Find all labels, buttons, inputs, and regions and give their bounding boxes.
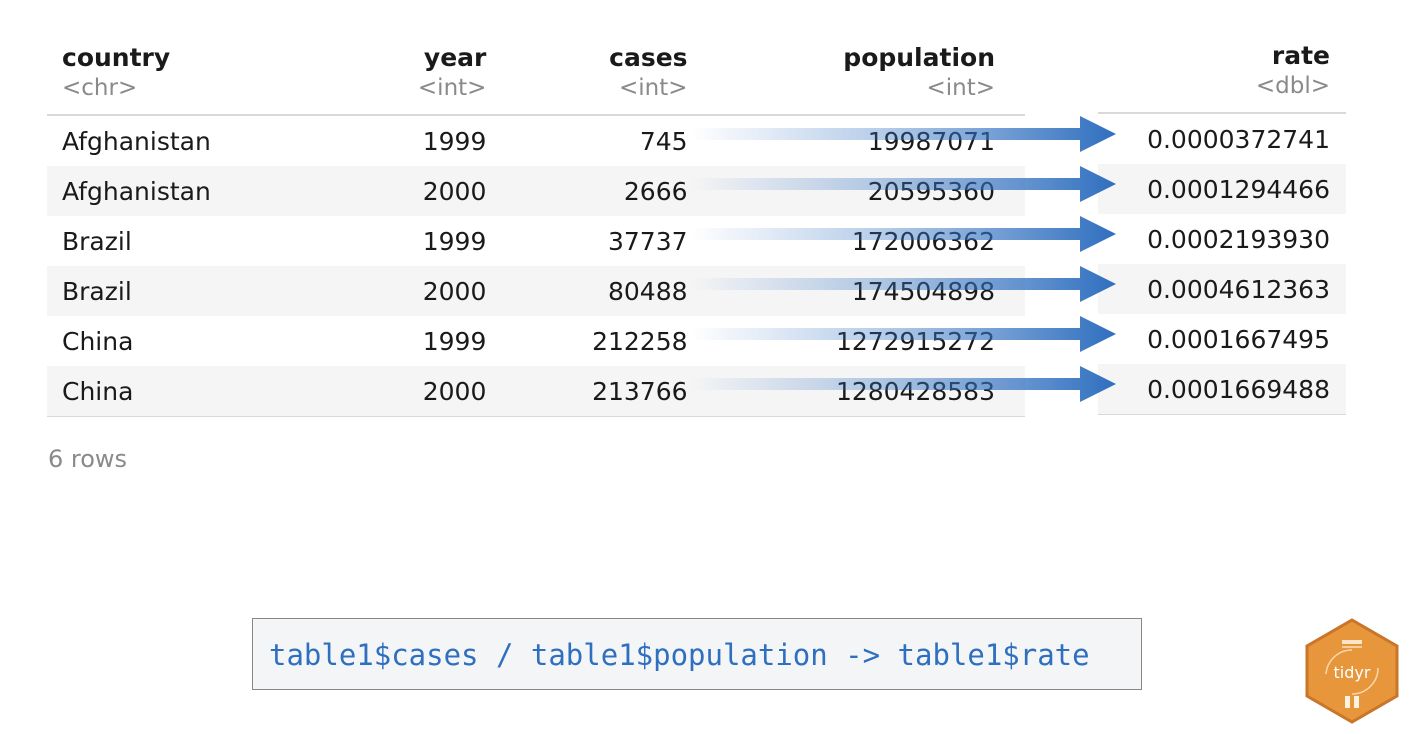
cell-country: Afghanistan	[62, 176, 211, 206]
cell-rate: 0.0001669488	[1147, 374, 1330, 404]
data-table: country <chr> year <int> cases <int> pop…	[47, 40, 1025, 417]
table-row: 0.0004612363	[1098, 264, 1346, 314]
table-row: China 1999 212258 1272915272	[47, 316, 1025, 366]
cell-cases: 212258	[592, 326, 688, 356]
cell-population: 174504898	[851, 276, 995, 306]
table-row: 0.0000372741	[1098, 113, 1346, 164]
header-name: population	[843, 43, 995, 72]
header-name: country	[62, 43, 171, 72]
table-row: 0.0001294466	[1098, 164, 1346, 214]
table-row: Brazil 2000 80488 174504898	[47, 266, 1025, 316]
table-row: China 2000 213766 1280428583	[47, 366, 1025, 417]
header-type: <int>	[417, 75, 487, 101]
header-cases[interactable]: cases <int>	[516, 40, 717, 115]
table-row: Afghanistan 2000 2666 20595360	[47, 166, 1025, 216]
cell-country: Brazil	[62, 276, 132, 306]
cell-year: 2000	[422, 276, 487, 306]
table-row: Brazil 1999 37737 172006362	[47, 216, 1025, 266]
table-row: Afghanistan 1999 745 19987071	[47, 115, 1025, 166]
cell-cases: 2666	[623, 176, 688, 206]
cell-year: 2000	[422, 176, 487, 206]
table-row: 0.0001669488	[1098, 364, 1346, 415]
header-type: <int>	[619, 75, 688, 101]
row-count: 6 rows	[48, 445, 128, 473]
header-name: rate	[1271, 41, 1330, 70]
logo-label: tidyr	[1334, 663, 1371, 682]
cell-rate: 0.0000372741	[1147, 124, 1330, 154]
rate-table: rate <dbl> 0.0000372741 0.0001294466 0.0…	[1098, 40, 1346, 415]
header-type: <chr>	[62, 75, 138, 101]
code-snippet: table1$cases / table1$population -> tabl…	[252, 618, 1142, 690]
cell-rate: 0.0001667495	[1147, 324, 1330, 354]
cell-year: 1999	[422, 126, 487, 156]
cell-population: 172006362	[851, 226, 995, 256]
cell-cases: 213766	[592, 376, 688, 406]
cell-country: Brazil	[62, 226, 132, 256]
header-type: <int>	[926, 75, 995, 101]
cell-year: 1999	[422, 326, 487, 356]
header-rate[interactable]: rate <dbl>	[1098, 40, 1346, 113]
header-name: cases	[609, 43, 688, 72]
table-header: country <chr> year <int> cases <int> pop…	[47, 40, 1025, 115]
cell-cases: 37737	[608, 226, 688, 256]
cell-cases: 80488	[608, 276, 688, 306]
cell-rate: 0.0002193930	[1147, 224, 1330, 254]
header-name: year	[423, 43, 487, 72]
cell-rate: 0.0001294466	[1147, 174, 1330, 204]
cell-population: 1272915272	[835, 326, 995, 356]
cell-cases: 745	[639, 126, 688, 156]
rate-header-row: rate <dbl>	[1098, 40, 1346, 113]
table-row: 0.0001667495	[1098, 314, 1346, 364]
cell-country: China	[62, 326, 134, 356]
header-type: <dbl>	[1255, 73, 1330, 99]
tidyr-hex-logo-icon: tidyr	[1305, 618, 1399, 724]
cell-year: 2000	[422, 376, 487, 406]
table-row: 0.0002193930	[1098, 214, 1346, 264]
header-population[interactable]: population <int>	[718, 40, 1025, 115]
cell-population: 20595360	[867, 176, 995, 206]
cell-rate: 0.0004612363	[1147, 274, 1330, 304]
header-country[interactable]: country <chr>	[47, 40, 403, 115]
cell-country: Afghanistan	[62, 126, 211, 156]
cell-population: 1280428583	[835, 376, 995, 406]
cell-population: 19987071	[867, 126, 995, 156]
cell-country: China	[62, 376, 134, 406]
cell-year: 1999	[422, 226, 487, 256]
header-year[interactable]: year <int>	[403, 40, 516, 115]
